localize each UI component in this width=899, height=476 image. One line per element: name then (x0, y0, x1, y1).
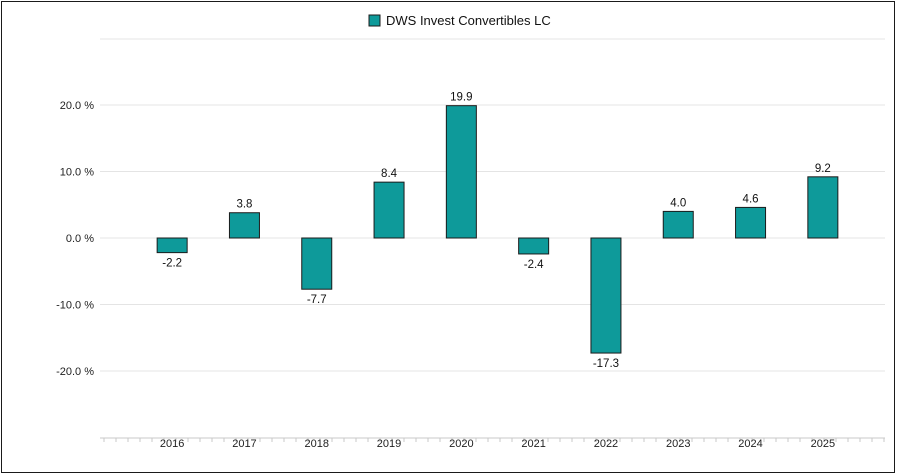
data-labels: -2.2 3.8 -7.7 8.4 19.9 -2.4 -17.3 4.0 4.6 9.2 (162, 92, 831, 370)
bar-2017 (228, 212, 260, 239)
x-tick-label: 2019 (377, 438, 401, 450)
data-label: 19.9 (450, 92, 472, 104)
bar-2024 (735, 206, 767, 239)
x-tick-label: 2017 (232, 438, 256, 450)
legend: DWS Invest Convertibles LC (368, 13, 551, 28)
data-label: -7.7 (307, 294, 327, 306)
x-tick-label: 2022 (594, 438, 618, 450)
x-tick-label: 2018 (305, 438, 329, 450)
x-tick-label: 2020 (449, 438, 473, 450)
data-label: 4.6 (743, 193, 759, 205)
x-tick-label: 2025 (811, 438, 835, 450)
y-tick-label: -20.0 % (56, 366, 94, 378)
data-label: -2.4 (524, 259, 544, 271)
bars (156, 105, 839, 354)
data-label: 3.8 (236, 199, 252, 211)
legend-swatch (368, 14, 381, 27)
y-tick-label: 0.0 % (66, 233, 94, 245)
gridlines: 20.0 % 10.0 % 0.0 % -10.0 % -20.0 % (56, 38, 885, 378)
bar-2018 (301, 237, 333, 290)
x-tick-label: 2023 (666, 438, 690, 450)
bar-2020 (445, 105, 477, 239)
x-tick-label: 2016 (160, 438, 184, 450)
y-tick-label: -10.0 % (56, 300, 94, 312)
legend-label: DWS Invest Convertibles LC (386, 13, 551, 28)
data-label: -17.3 (593, 358, 619, 370)
x-tick-label: 2024 (738, 438, 762, 450)
x-tick-label: 2021 (521, 438, 545, 450)
bar-2019 (373, 181, 405, 239)
data-label: -2.2 (162, 258, 182, 270)
bar-2025 (807, 176, 839, 239)
y-tick-label: 20.0 % (60, 100, 94, 112)
y-tick-label: 10.0 % (60, 167, 94, 179)
bar-2023 (662, 210, 694, 239)
bar-2016 (156, 237, 188, 254)
data-label: 9.2 (815, 163, 831, 175)
x-axis: 2016 2017 2018 2019 2020 2021 2022 2023 2024 2025 (100, 437, 885, 450)
data-label: 4.0 (670, 197, 686, 209)
bar-2022 (590, 237, 622, 354)
bar-2021 (518, 237, 550, 255)
data-label: 8.4 (381, 168, 398, 180)
